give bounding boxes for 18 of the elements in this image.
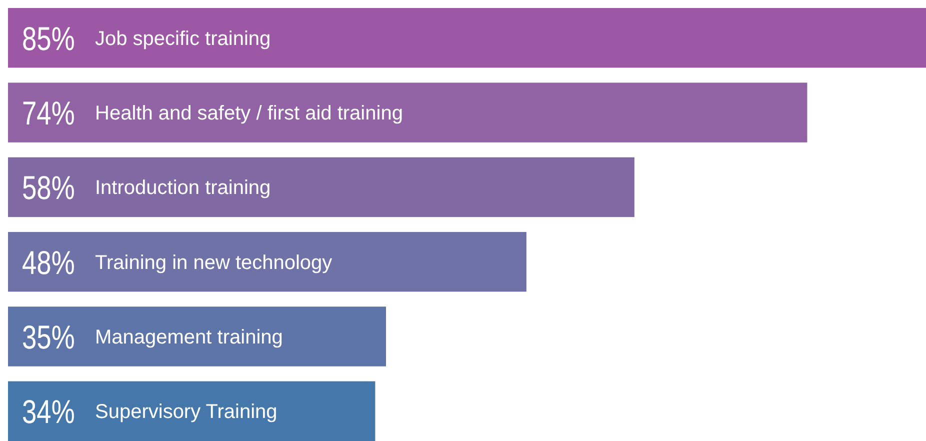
data-label: 34%: [22, 394, 75, 431]
y-tick-label: Health and safety / first aid training: [95, 102, 403, 125]
bar: [8, 8, 926, 68]
bar: [8, 381, 376, 441]
y-tick-label: Management training: [95, 326, 283, 348]
bar: [8, 82, 808, 142]
bar: [8, 306, 386, 366]
y-tick-label: Introduction training: [95, 177, 271, 200]
bar: [8, 232, 526, 292]
data-label: 74%: [22, 96, 75, 132]
data-label: 58%: [22, 170, 75, 207]
y-tick-label: Training in new technology: [95, 252, 332, 274]
bar: [8, 157, 634, 218]
y-tick-label: Job specific training: [95, 28, 271, 50]
y-tick-label: Supervisory Training: [95, 401, 278, 424]
data-label: 48%: [22, 245, 75, 282]
data-label: 85%: [22, 21, 75, 58]
data-label: 35%: [22, 320, 75, 356]
